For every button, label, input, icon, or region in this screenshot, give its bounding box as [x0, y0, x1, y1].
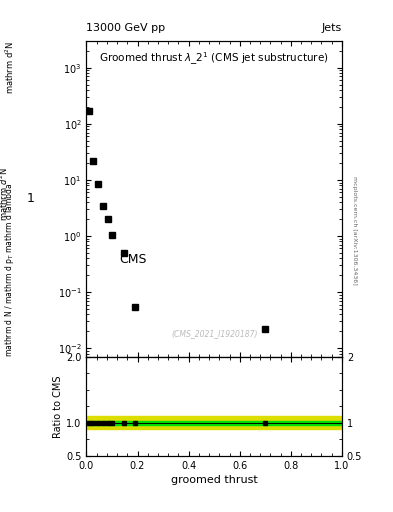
Text: (CMS_2021_I1920187): (CMS_2021_I1920187)	[171, 329, 257, 338]
X-axis label: groomed thrust: groomed thrust	[171, 475, 257, 485]
Text: Groomed thrust $\lambda\_2^1$ (CMS jet substructure): Groomed thrust $\lambda\_2^1$ (CMS jet s…	[99, 51, 329, 67]
Y-axis label: Ratio to CMS: Ratio to CMS	[53, 375, 63, 438]
Text: CMS: CMS	[119, 252, 147, 266]
Text: mcplots.cern.ch [arXiv:1306.3436]: mcplots.cern.ch [arXiv:1306.3436]	[352, 176, 357, 285]
Text: mathrm $d^2$N: mathrm $d^2$N	[0, 168, 10, 221]
Text: mathrm d$^2$N: mathrm d$^2$N	[4, 41, 16, 94]
Text: 1: 1	[26, 193, 34, 205]
Text: mathrm $d^2$N: mathrm $d^2$N	[9, 112, 22, 165]
Text: Jets: Jets	[321, 23, 342, 33]
Text: mathrm d N / mathrm d p$_T$ mathrm d lambda: mathrm d N / mathrm d p$_T$ mathrm d lam…	[3, 183, 17, 357]
Text: 13000 GeV pp: 13000 GeV pp	[86, 23, 165, 33]
